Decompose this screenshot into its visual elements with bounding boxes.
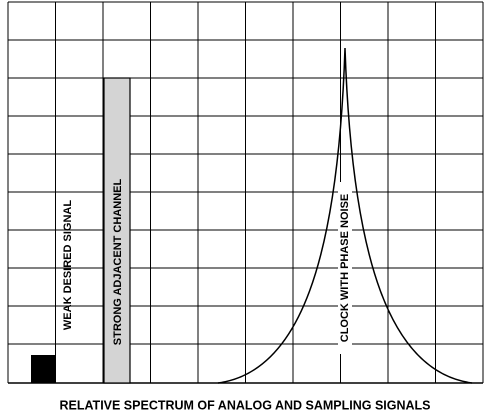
label-backdrop: [338, 182, 352, 354]
caption: RELATIVE SPECTRUM OF ANALOG AND SAMPLING…: [59, 398, 430, 412]
annotation: WEAK DESIRED SIGNAL: [62, 200, 74, 330]
grid: [7, 1, 484, 384]
strong-channel-bar: [103, 77, 131, 384]
clock-curve: [217, 47, 473, 384]
annotation: CLOCK WITH PHASE NOISE: [339, 194, 351, 343]
weak-signal-bar: [31, 355, 55, 383]
annotation: STRONG ADJACENT CHANNEL: [112, 179, 124, 346]
